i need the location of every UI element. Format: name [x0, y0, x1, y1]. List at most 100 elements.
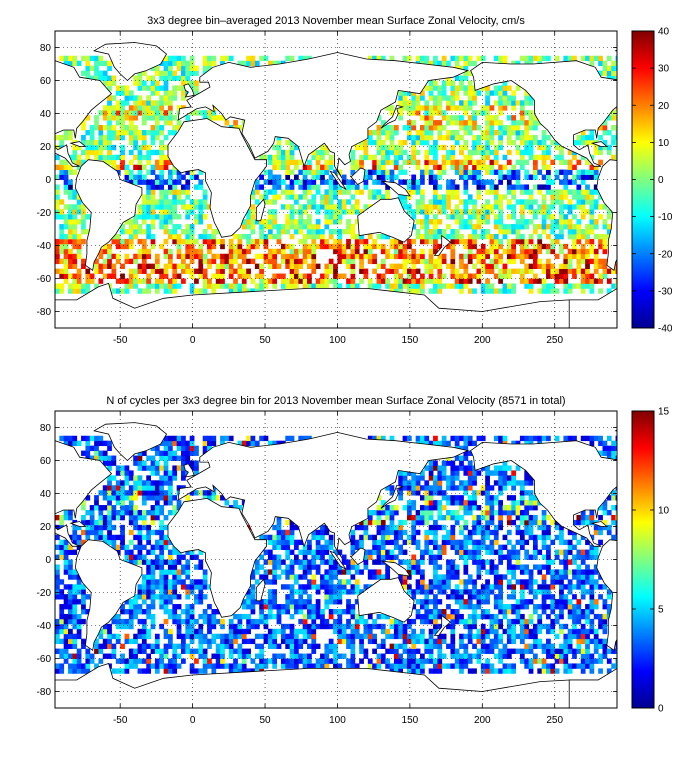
bin-cell	[133, 659, 138, 664]
bin-cell	[264, 170, 269, 175]
bin-cell	[455, 649, 460, 654]
bin-cell	[333, 574, 338, 579]
bin-cell	[285, 219, 290, 224]
bin-cell	[359, 649, 364, 654]
bin-cell	[472, 209, 477, 214]
bin-cell	[350, 584, 355, 589]
bin-cell	[450, 234, 455, 239]
bin-cell	[350, 589, 355, 594]
bin-cell	[481, 219, 486, 224]
bin-cell	[555, 279, 560, 284]
bin-cell	[550, 584, 555, 589]
bin-cell	[563, 654, 568, 659]
bin-cell	[281, 540, 286, 545]
bin-cell	[64, 259, 69, 264]
bin-cell	[107, 120, 112, 125]
bin-cell	[233, 269, 238, 274]
bin-cell	[385, 634, 390, 639]
bin-cell	[168, 90, 173, 95]
bin-cell	[398, 95, 403, 100]
bin-cell	[581, 274, 586, 279]
bin-cell	[346, 180, 351, 185]
bin-cell	[468, 125, 473, 130]
bin-cell	[129, 659, 134, 664]
bin-cell	[272, 184, 277, 189]
bin-cell	[107, 61, 112, 66]
bin-cell	[585, 239, 590, 244]
bin-cell	[420, 170, 425, 175]
bin-cell	[303, 569, 308, 574]
bin-cell	[589, 239, 594, 244]
bin-cell	[55, 634, 60, 639]
bin-cell	[290, 659, 295, 664]
bin-cell	[459, 619, 464, 624]
bin-cell	[185, 71, 190, 76]
bin-cell	[442, 160, 447, 165]
bin-cell	[172, 560, 177, 565]
bin-cell	[437, 184, 442, 189]
bin-cell	[559, 204, 564, 209]
bin-cell	[616, 659, 621, 664]
bin-cell	[377, 283, 382, 288]
bin-cell	[259, 564, 264, 569]
bin-cell	[290, 269, 295, 274]
bin-cell	[411, 569, 416, 574]
bin-cell	[151, 599, 156, 604]
bin-cell	[616, 155, 621, 160]
bin-cell	[268, 175, 273, 180]
bin-cell	[481, 288, 486, 293]
bin-cell	[168, 629, 173, 634]
bin-cell	[324, 199, 329, 204]
bin-cell	[520, 540, 525, 545]
bin-cell	[168, 634, 173, 639]
bin-cell	[503, 574, 508, 579]
bin-cell	[159, 569, 164, 574]
bin-cell	[494, 189, 499, 194]
bin-cell	[429, 619, 434, 624]
bin-cell	[220, 644, 225, 649]
bin-cell	[550, 199, 555, 204]
bin-cell	[459, 555, 464, 560]
bin-cell	[168, 283, 173, 288]
bin-cell	[529, 283, 534, 288]
bin-cell	[272, 249, 277, 254]
bin-cell	[342, 589, 347, 594]
bin-cell	[377, 175, 382, 180]
bin-cell	[576, 619, 581, 624]
bin-cell	[411, 274, 416, 279]
bin-cell	[355, 589, 360, 594]
bin-cell	[589, 130, 594, 135]
bin-cell	[572, 274, 577, 279]
bin-cell	[463, 654, 468, 659]
bin-cell	[494, 574, 499, 579]
bin-cell	[251, 214, 256, 219]
bin-cell	[303, 259, 308, 264]
bin-cell	[151, 584, 156, 589]
bin-cell	[181, 584, 186, 589]
bin-cell	[229, 239, 234, 244]
bin-cell	[507, 189, 512, 194]
bin-cell	[507, 550, 512, 555]
bin-cell	[151, 644, 156, 649]
bin-cell	[90, 279, 95, 284]
bin-cell	[450, 229, 455, 234]
bin-cell	[381, 264, 386, 269]
bin-cell	[598, 654, 603, 659]
bin-cell	[568, 56, 573, 61]
bin-cell	[211, 654, 216, 659]
bin-cell	[125, 609, 130, 614]
bin-cell	[168, 589, 173, 594]
bin-cell	[272, 274, 277, 279]
bin-cell	[381, 659, 386, 664]
bin-cell	[616, 279, 621, 284]
bin-cell	[450, 160, 455, 165]
bin-cell	[303, 589, 308, 594]
bin-cell	[133, 140, 138, 145]
bin-cell	[581, 609, 586, 614]
bin-cell	[303, 584, 308, 589]
bin-cell	[281, 180, 286, 185]
bin-cell	[138, 545, 143, 550]
bin-cell	[559, 624, 564, 629]
bin-cell	[529, 649, 534, 654]
bin-cell	[411, 100, 416, 105]
